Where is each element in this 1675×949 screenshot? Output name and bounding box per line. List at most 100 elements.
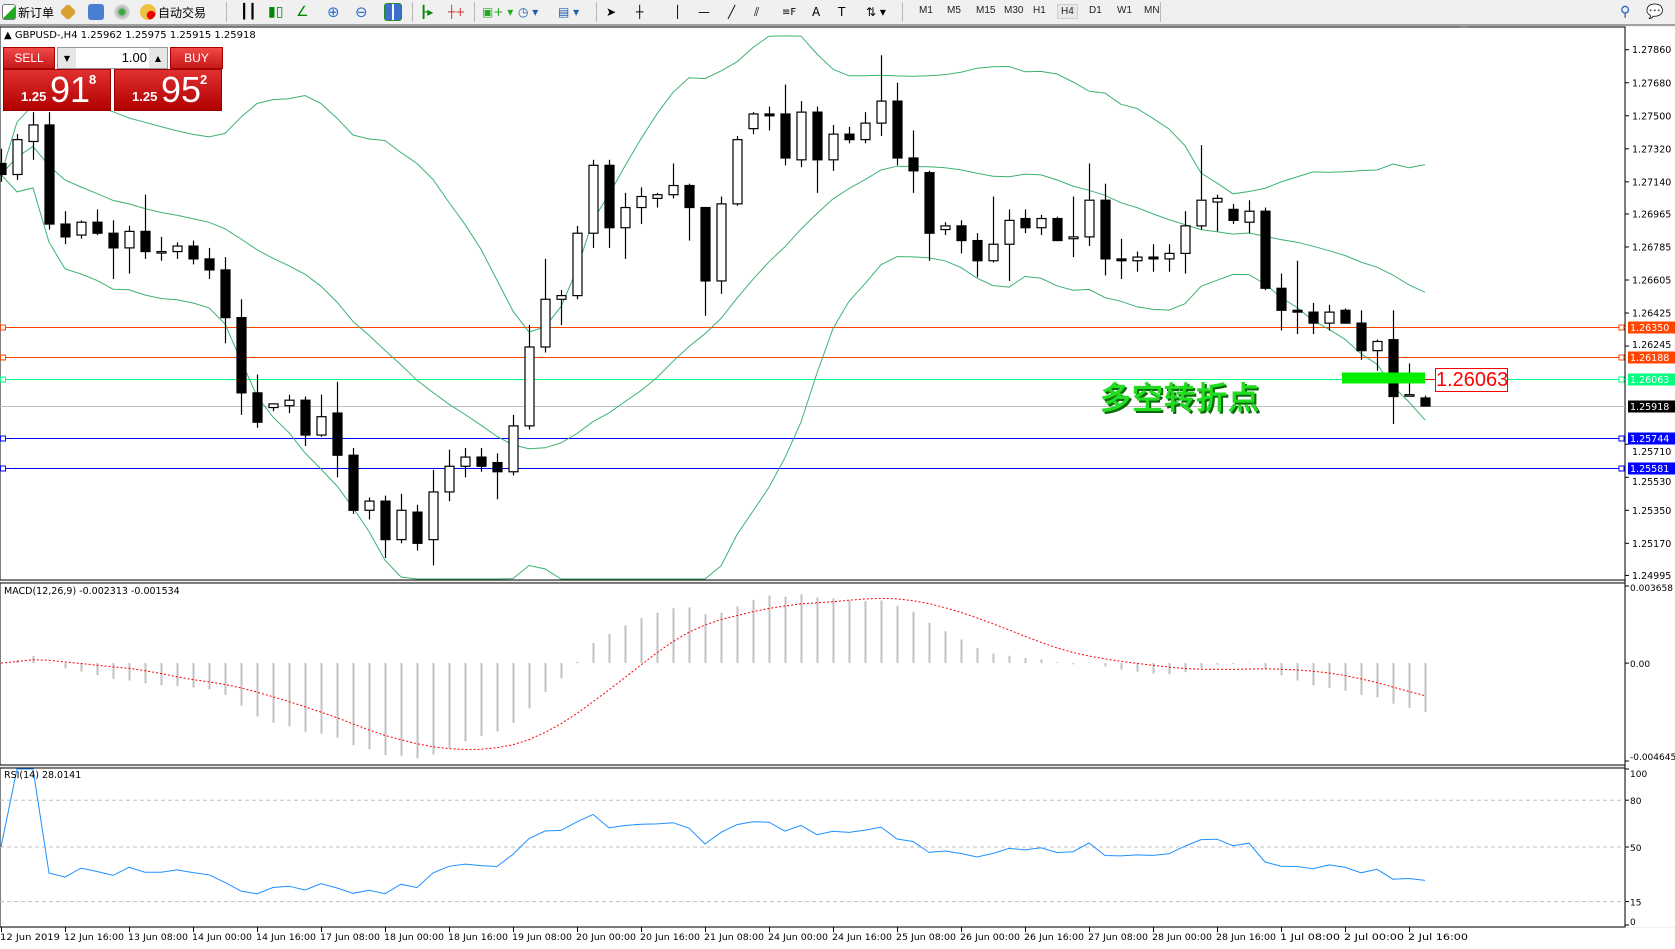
lot-size-stepper[interactable]: ▼ 1.00 ▲ <box>57 47 168 69</box>
buy-price[interactable]: 1.25 95 2 <box>114 69 222 111</box>
bullish-candle[interactable] <box>1084 199 1095 238</box>
bearish-candle[interactable] <box>252 392 263 423</box>
period-m15-button[interactable]: M15 <box>976 5 996 16</box>
bearish-candle[interactable] <box>236 317 247 394</box>
bullish-candle[interactable] <box>748 113 759 130</box>
bearish-candle[interactable] <box>604 164 615 229</box>
turning-point-annotation[interactable]: 多空转折点 <box>1100 381 1260 417</box>
line-handle-right[interactable] <box>1618 435 1625 442</box>
bearish-candle[interactable] <box>332 412 343 456</box>
bullish-candle[interactable] <box>1244 210 1255 223</box>
bullish-candle[interactable] <box>156 250 167 254</box>
line-handle-left[interactable] <box>0 376 6 383</box>
cursor-button[interactable]: ➤ <box>606 2 616 22</box>
bearish-candle[interactable] <box>1116 258 1127 262</box>
tile-windows-button[interactable] <box>384 2 404 22</box>
chat-button[interactable]: 💬 <box>1646 2 1663 22</box>
bullish-candle[interactable] <box>572 232 583 297</box>
bullish-candle[interactable] <box>732 139 743 205</box>
signals-button[interactable] <box>114 2 132 22</box>
bearish-candle[interactable] <box>108 232 119 249</box>
lot-decrease-button[interactable]: ▼ <box>58 48 76 68</box>
bearish-candle[interactable] <box>140 230 151 253</box>
bearish-candle[interactable] <box>956 225 967 242</box>
bearish-candle[interactable] <box>812 111 823 161</box>
bearish-candle[interactable] <box>972 239 983 262</box>
bearish-candle[interactable] <box>188 245 199 260</box>
bearish-candle[interactable] <box>380 500 391 541</box>
bullish-candle[interactable] <box>988 243 999 262</box>
bullish-candle[interactable] <box>1180 225 1191 255</box>
bearish-candle[interactable] <box>780 113 791 159</box>
bullish-candle[interactable] <box>428 491 439 541</box>
period-mn-button[interactable]: MN <box>1144 5 1160 16</box>
bearish-candle[interactable] <box>1340 309 1351 324</box>
bullish-candle[interactable] <box>364 500 375 511</box>
bearish-candle[interactable] <box>1388 339 1399 398</box>
bullish-candle[interactable] <box>396 509 407 541</box>
line-chart-button[interactable]: ∠ <box>296 2 309 22</box>
buy-button[interactable]: BUY <box>170 47 223 69</box>
bearish-candle[interactable] <box>1052 217 1063 242</box>
bullish-candle[interactable] <box>28 124 39 143</box>
bullish-candle[interactable] <box>556 295 567 300</box>
bullish-candle[interactable] <box>1212 197 1223 203</box>
line-handle-left[interactable] <box>0 354 6 361</box>
auto-trading-button[interactable]: 自动交易 <box>140 2 206 22</box>
bearish-candle[interactable] <box>924 172 935 234</box>
zoom-in-button[interactable]: ⊕ <box>327 2 340 22</box>
line-handle-right[interactable] <box>1618 324 1625 331</box>
bearish-candle[interactable] <box>492 461 503 473</box>
line-handle-left[interactable] <box>0 435 6 442</box>
period-m5-button[interactable]: M5 <box>947 5 961 16</box>
bearish-candle[interactable] <box>1292 309 1303 313</box>
templates-button[interactable]: ▤ ▾ <box>558 2 579 22</box>
bearish-candle[interactable] <box>700 206 711 282</box>
candlestick-button[interactable]: ▮▯ <box>268 2 283 22</box>
bullish-candle[interactable] <box>268 403 279 409</box>
period-d1-button[interactable]: D1 <box>1089 5 1102 16</box>
bearish-candle[interactable] <box>1356 322 1367 352</box>
bullish-candle[interactable] <box>524 346 535 427</box>
bullish-candle[interactable] <box>1164 252 1175 260</box>
lot-size-input[interactable]: 1.00 <box>121 50 147 65</box>
turning-point-price-label[interactable]: 1.26063 <box>1435 368 1509 392</box>
bullish-candle[interactable] <box>1372 340 1383 352</box>
bullish-candle[interactable] <box>796 111 807 161</box>
bearish-candle[interactable] <box>0 162 7 176</box>
history-button[interactable] <box>88 2 106 22</box>
bearish-candle[interactable] <box>412 511 423 544</box>
bearish-candle[interactable] <box>1260 210 1271 289</box>
bearish-candle[interactable] <box>1276 287 1287 311</box>
sell-price[interactable]: 1.25 91 8 <box>3 69 111 111</box>
line-handle-right[interactable] <box>1618 354 1625 361</box>
bearish-candle[interactable] <box>348 454 359 511</box>
indicators-button[interactable]: ▣+ ▾ <box>482 2 513 22</box>
line-handle-left[interactable] <box>0 324 6 331</box>
bullish-candle[interactable] <box>668 184 679 196</box>
bullish-candle[interactable] <box>316 416 327 436</box>
periods-button[interactable]: ◷ ▾ <box>518 2 538 22</box>
bullish-candle[interactable] <box>588 164 599 234</box>
auto-scroll-button[interactable]: ┠▸ <box>420 2 433 22</box>
bearish-candle[interactable] <box>204 258 215 271</box>
bearish-candle[interactable] <box>1020 217 1031 229</box>
bullish-candle[interactable] <box>124 230 135 249</box>
text-button[interactable]: A <box>812 2 820 22</box>
bearish-candle[interactable] <box>892 100 903 159</box>
collapse-triangle-icon[interactable]: ▲ <box>4 30 12 41</box>
sell-button[interactable]: SELL <box>3 47 55 69</box>
fibonacci-button[interactable]: ≡F <box>782 2 796 22</box>
crosshair-button[interactable]: ┼ <box>636 2 643 22</box>
period-w1-button[interactable]: W1 <box>1117 5 1132 16</box>
line-handle-right[interactable] <box>1618 376 1625 383</box>
bullish-candle[interactable] <box>876 100 887 124</box>
equidistant-channel-button[interactable]: ⫽ <box>754 2 759 22</box>
period-m1-button[interactable]: M1 <box>919 5 933 16</box>
bearish-candle[interactable] <box>1420 397 1431 407</box>
bearish-candle[interactable] <box>1148 256 1159 260</box>
zoom-out-button[interactable]: ⊖ <box>355 2 368 22</box>
horizontal-line-button[interactable]: — <box>698 2 710 22</box>
bullish-candle[interactable] <box>1196 199 1207 227</box>
